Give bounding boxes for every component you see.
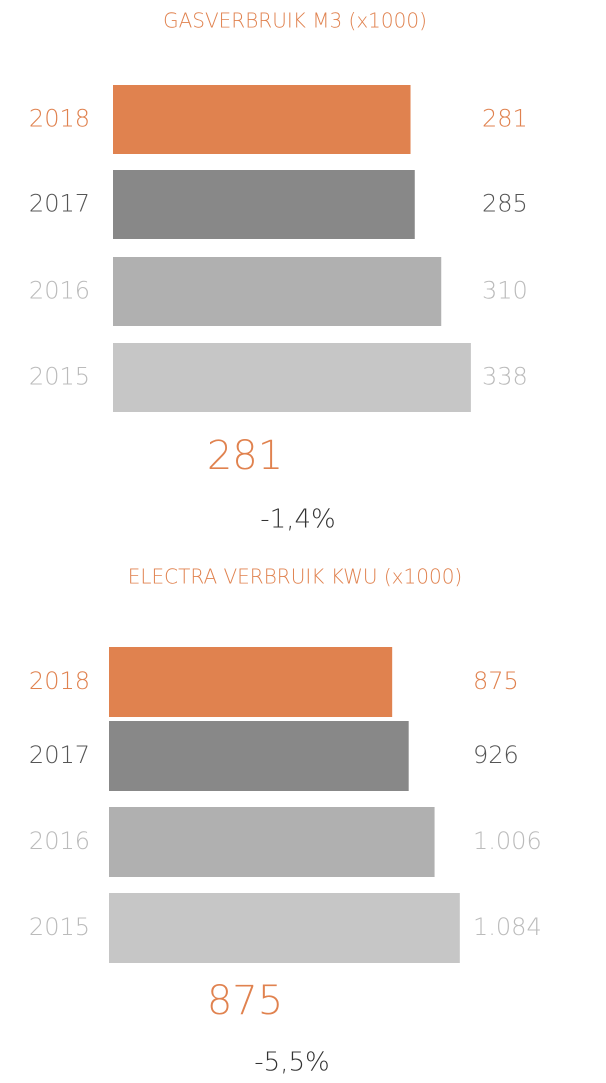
category-label: 2016: [29, 277, 90, 305]
category-label: 2015: [29, 913, 90, 941]
category-label: 2017: [29, 190, 90, 218]
value-label: 281: [482, 105, 528, 133]
bar: [109, 807, 435, 877]
bar: [109, 647, 393, 717]
category-label: 2018: [29, 667, 90, 695]
value-label: 1.084: [473, 913, 542, 941]
value-label: 338: [482, 363, 528, 391]
category-label: 2015: [29, 363, 90, 391]
change-label: -5,5%: [254, 1048, 329, 1078]
value-label: 875: [473, 667, 519, 695]
value-label: 1.006: [473, 827, 542, 855]
value-label: 310: [482, 277, 528, 305]
bar: [113, 170, 415, 239]
category-label: 2017: [29, 741, 90, 769]
highlight-value: 875: [207, 978, 283, 1024]
category-label: 2018: [29, 105, 90, 133]
category-label: 2016: [29, 827, 90, 855]
change-label: -1,4%: [260, 505, 335, 535]
bar: [113, 257, 442, 326]
value-label: 285: [482, 190, 528, 218]
chart-title: GASVERBRUIK M3 (x1000): [163, 9, 427, 33]
value-label: 926: [473, 741, 519, 769]
bar: [109, 893, 460, 963]
bar: [109, 721, 409, 791]
chart-title: ELECTRA VERBRUIK KWU (x1000): [128, 565, 462, 589]
highlight-value: 281: [207, 433, 283, 479]
bar: [113, 85, 411, 154]
bar: [113, 343, 471, 412]
